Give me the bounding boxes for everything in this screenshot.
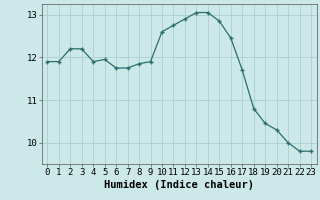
X-axis label: Humidex (Indice chaleur): Humidex (Indice chaleur)	[104, 180, 254, 190]
